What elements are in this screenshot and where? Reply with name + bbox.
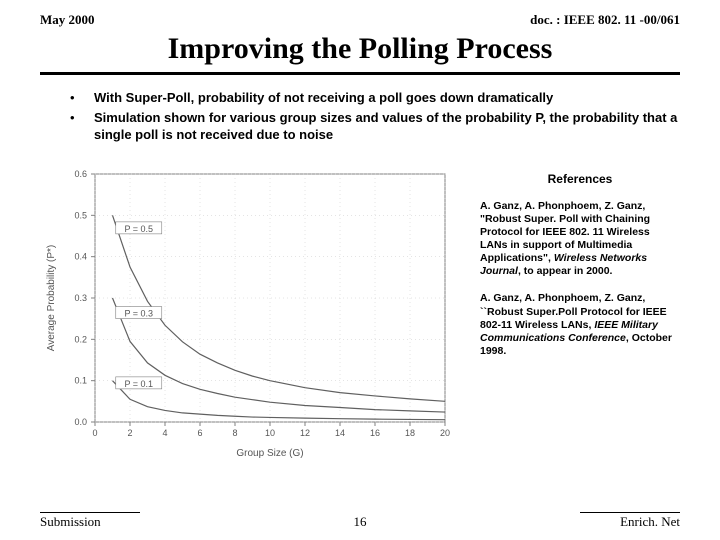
bullet-item: • Simulation shown for various group siz… [70, 109, 680, 144]
bullet-list: • With Super-Poll, probability of not re… [0, 75, 720, 152]
footer-right: Enrich. Net [580, 512, 680, 530]
svg-text:0.5: 0.5 [74, 210, 87, 220]
probability-chart: 0 2 4 6 8 10 12 14 16 18 20 0.0 0.1 0.2 0.3 0.4 0.5 0.6 Gr… [40, 162, 460, 462]
bullet-text: With Super-Poll, probability of not rece… [94, 89, 553, 107]
reference-item: A. Ganz, A. Phonphoem, Z. Ganz, "Robust … [480, 200, 680, 279]
svg-text:P = 0.5: P = 0.5 [124, 224, 153, 234]
slide-title: Improving the Polling Process [0, 28, 720, 72]
header-doc-id: doc. : IEEE 802. 11 -00/061 [530, 12, 680, 28]
svg-text:Group Size (G): Group Size (G) [236, 448, 303, 459]
svg-text:12: 12 [300, 428, 310, 438]
bullet-marker: • [70, 109, 94, 127]
svg-text:0.6: 0.6 [74, 169, 87, 179]
bullet-item: • With Super-Poll, probability of not re… [70, 89, 680, 107]
reference-item: A. Ganz, A. Phonphoem, Z. Ganz, ``Robust… [480, 292, 680, 358]
svg-text:10: 10 [265, 428, 275, 438]
footer-page-number: 16 [354, 514, 367, 530]
references-panel: References A. Ganz, A. Phonphoem, Z. Gan… [480, 172, 680, 372]
svg-text:8: 8 [232, 428, 237, 438]
svg-text:0.3: 0.3 [74, 293, 87, 303]
svg-text:6: 6 [197, 428, 202, 438]
reference-tail: , to appear in 2000. [518, 265, 613, 277]
references-heading: References [480, 172, 680, 186]
footer: Submission 16 Enrich. Net [40, 512, 680, 530]
header-date: May 2000 [40, 12, 95, 28]
bullet-marker: • [70, 89, 94, 107]
svg-text:20: 20 [440, 428, 450, 438]
svg-text:Average Probability (P*): Average Probability (P*) [46, 244, 57, 351]
svg-text:0: 0 [92, 428, 97, 438]
svg-text:0.0: 0.0 [74, 417, 87, 427]
chart-svg: 0 2 4 6 8 10 12 14 16 18 20 0.0 0.1 0.2 0.3 0.4 0.5 0.6 Gr… [40, 162, 460, 462]
footer-left: Submission [40, 512, 140, 530]
svg-text:0.1: 0.1 [74, 375, 87, 385]
svg-text:16: 16 [370, 428, 380, 438]
svg-text:14: 14 [335, 428, 345, 438]
svg-text:0.2: 0.2 [74, 334, 87, 344]
svg-text:0.4: 0.4 [74, 251, 87, 261]
bullet-text: Simulation shown for various group sizes… [94, 109, 680, 144]
svg-text:4: 4 [162, 428, 167, 438]
svg-text:2: 2 [127, 428, 132, 438]
svg-text:P = 0.3: P = 0.3 [124, 308, 153, 318]
svg-text:18: 18 [405, 428, 415, 438]
svg-text:P = 0.1: P = 0.1 [124, 379, 153, 389]
